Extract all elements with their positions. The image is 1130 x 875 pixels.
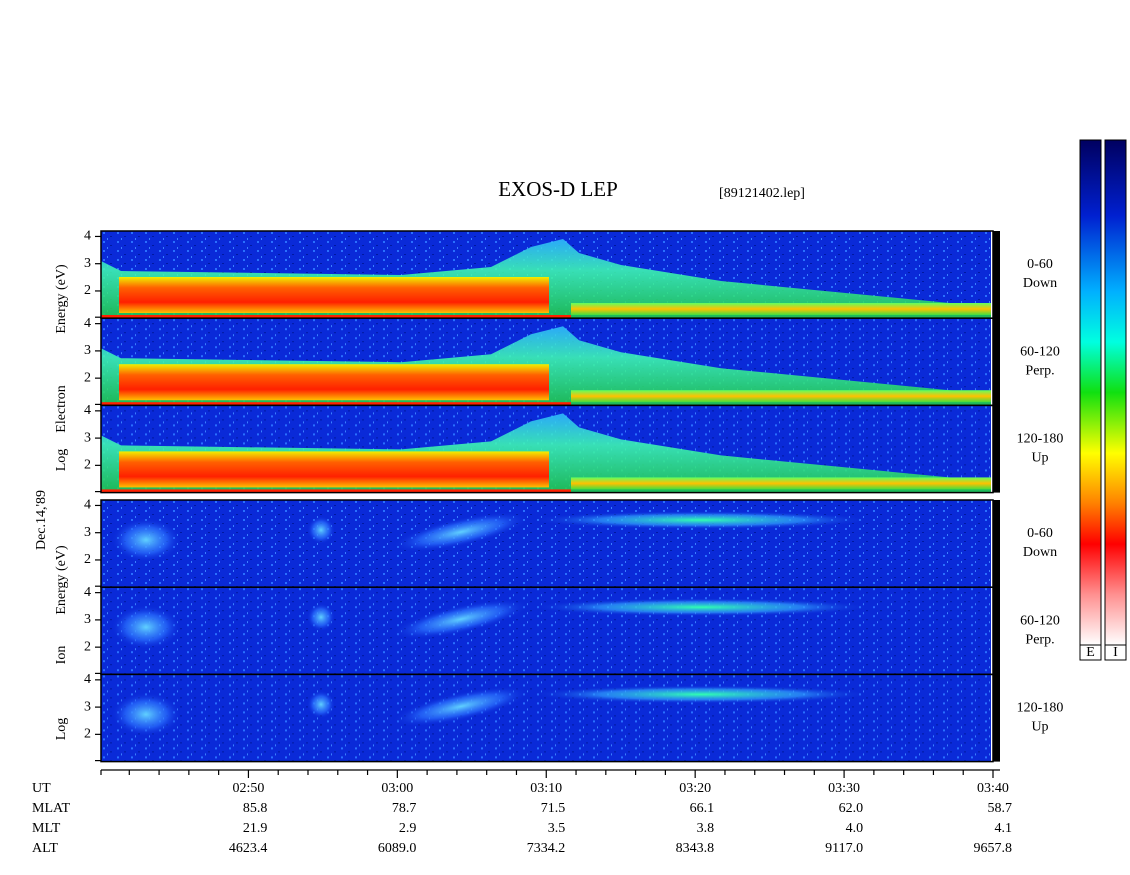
panel-label: Down	[1023, 545, 1057, 560]
panel-label: 60-120	[1020, 344, 1060, 359]
y-tick-label: 3	[84, 430, 91, 445]
ephemeris-value: 6089.0	[378, 841, 417, 856]
color-bar	[1104, 139, 1127, 646]
spectrogram-image	[101, 587, 991, 675]
ephemeris-value: 85.8	[243, 801, 268, 816]
x-tick-label: 03:40	[977, 781, 1009, 796]
ephemeris-value: 21.9	[243, 821, 268, 836]
spectrogram-image	[101, 231, 991, 318]
x-tick-label: 03:00	[381, 781, 413, 796]
y-axis-label: Log	[54, 718, 69, 741]
edge-strip	[993, 500, 1000, 762]
ephemeris-value: 58.7	[988, 801, 1013, 816]
x-tick-label: 02:50	[232, 781, 264, 796]
y-tick-label: 3	[84, 612, 91, 627]
y-tick-label: 4	[84, 672, 91, 687]
y-axis-label: Energy (eV)	[54, 545, 69, 615]
spectrogram-image	[101, 500, 991, 587]
ephemeris-value: 78.7	[392, 801, 417, 816]
ephemeris-value: 71.5	[541, 801, 566, 816]
x-tick-label: 03:10	[530, 781, 562, 796]
ephemeris-value: 3.5	[548, 821, 566, 836]
ephemeris-value: 2.9	[399, 821, 417, 836]
y-tick-label: 2	[84, 727, 91, 742]
ephemeris-value: 4.1	[995, 821, 1013, 836]
panel-label: Up	[1031, 451, 1048, 466]
file-name: [89121402.lep]	[719, 186, 805, 201]
y-tick-label: 2	[84, 639, 91, 654]
panel-label: 0-60	[1027, 526, 1053, 541]
ephemeris-value: 4.0	[846, 821, 864, 836]
ephemeris-value: 9117.0	[825, 841, 863, 856]
ut-label: UT	[32, 781, 51, 796]
ephemeris-value: 4623.4	[229, 841, 268, 856]
y-tick-label: 3	[84, 256, 91, 271]
y-tick-label: 4	[84, 498, 91, 513]
y-tick-label: 4	[84, 403, 91, 418]
ephemeris-name: MLAT	[32, 801, 71, 816]
y-axis-label: Log	[54, 449, 69, 472]
y-tick-label: 3	[84, 525, 91, 540]
ephemeris-name: ALT	[32, 841, 58, 856]
panel-label: 0-60	[1027, 257, 1053, 272]
y-tick-label: 2	[84, 552, 91, 567]
color-bar-label-box	[1079, 644, 1102, 661]
y-tick-label: 2	[84, 458, 91, 473]
date-label: Dec.14,'89	[34, 490, 49, 550]
panel-label: Down	[1023, 276, 1057, 291]
chart-title: EXOS-D LEP	[498, 177, 618, 201]
ephemeris-value: 3.8	[697, 821, 715, 836]
panel-label: Up	[1031, 720, 1048, 735]
y-axis-label: Ion	[54, 646, 69, 665]
spectrogram-image	[101, 318, 991, 406]
color-bar	[1079, 139, 1102, 646]
spectrogram-image	[101, 405, 991, 493]
panel-label: Perp.	[1025, 632, 1054, 647]
y-tick-label: 4	[84, 316, 91, 331]
y-tick-label: 2	[84, 283, 91, 298]
y-tick-label: 4	[84, 585, 91, 600]
color-bar-label: I	[1113, 645, 1118, 660]
y-axis-label: Electron	[54, 385, 69, 432]
ephemeris-value: 8343.8	[676, 841, 715, 856]
y-tick-label: 3	[84, 699, 91, 714]
ephemeris-value: 66.1	[690, 801, 715, 816]
ephemeris-value: 7334.2	[527, 841, 566, 856]
y-tick-label: 2	[84, 370, 91, 385]
color-bar-label: E	[1086, 645, 1095, 660]
panel-label: 120-180	[1017, 432, 1064, 447]
x-tick-label: 03:30	[828, 781, 860, 796]
panel-label: 60-120	[1020, 613, 1060, 628]
y-tick-label: 4	[84, 229, 91, 244]
y-tick-label: 3	[84, 343, 91, 358]
ephemeris-value: 9657.8	[974, 841, 1013, 856]
x-tick-label: 03:20	[679, 781, 711, 796]
panel-label: Perp.	[1025, 363, 1054, 378]
ephemeris-value: 62.0	[839, 801, 864, 816]
edge-strip	[993, 231, 1000, 493]
spectrogram-image	[101, 674, 991, 762]
color-bar-label-box	[1104, 644, 1127, 661]
panel-label: 120-180	[1017, 701, 1064, 716]
y-axis-label: Energy (eV)	[54, 264, 69, 334]
ephemeris-name: MLT	[32, 821, 61, 836]
